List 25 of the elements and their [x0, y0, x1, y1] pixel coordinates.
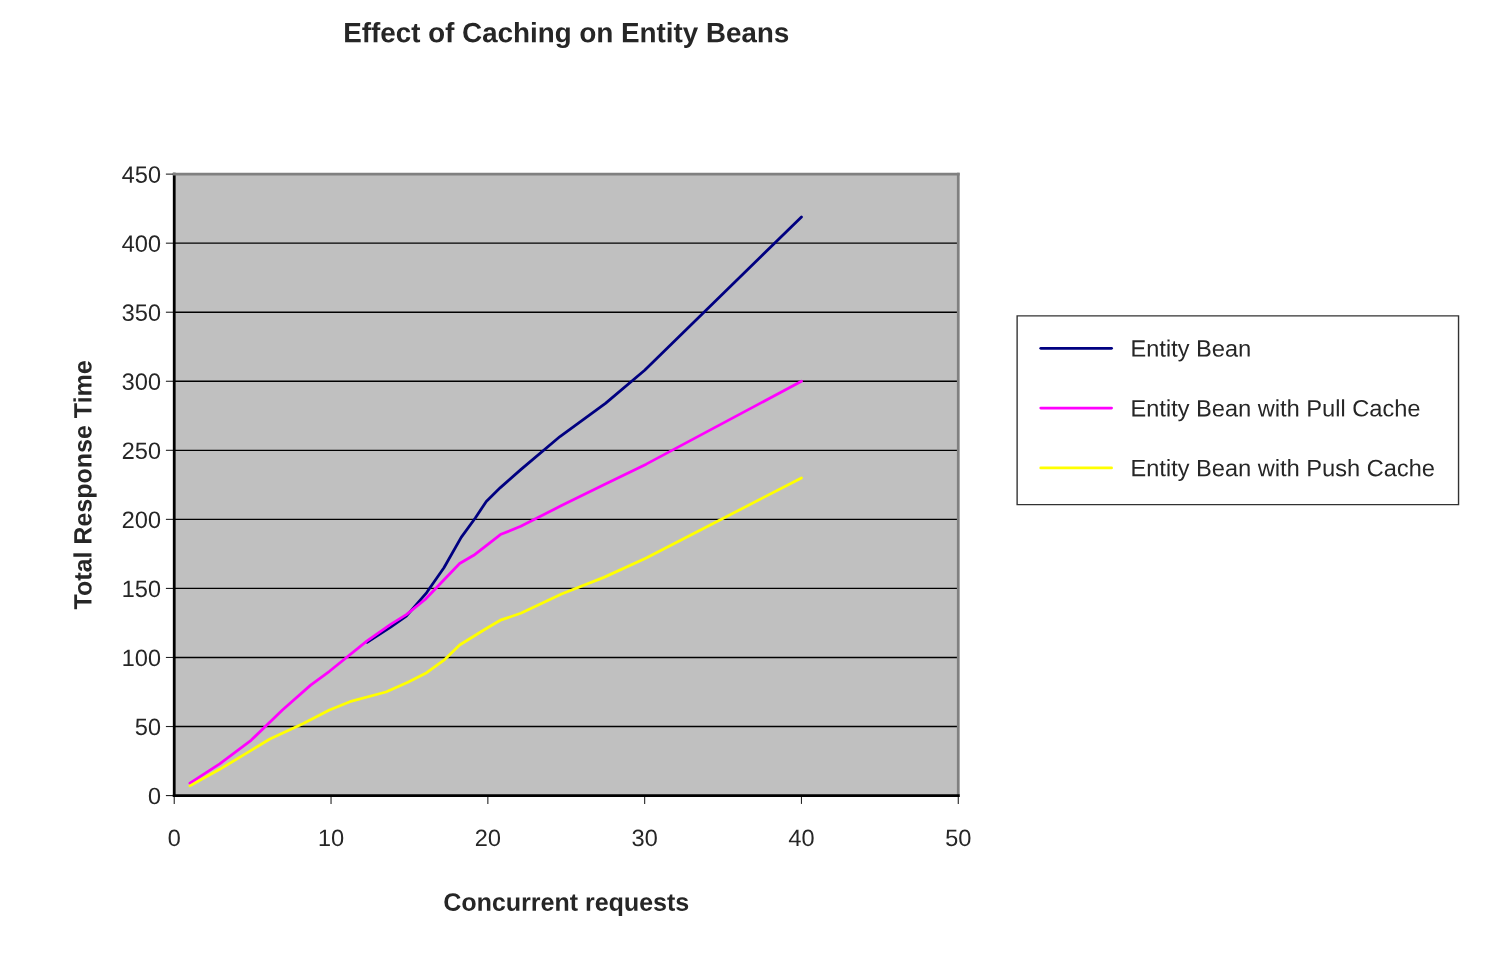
y-tick-label: 250 [122, 442, 161, 460]
y-tick-label: 450 [122, 166, 161, 183]
line-series [188, 379, 803, 785]
y-tick-label: 50 [135, 718, 161, 736]
x-tick-label: 40 [788, 829, 814, 847]
chart-title: Effect of Caching on Entity Beans [345, 22, 789, 49]
line-series [188, 476, 803, 788]
x-tick-label: 50 [946, 829, 971, 847]
y-axis-title: Total Response Time [73, 361, 97, 610]
line-series [365, 215, 803, 644]
y-tick-label: 150 [123, 580, 161, 598]
y-tick-label: 0 [148, 787, 161, 805]
y-tick-label: 400 [122, 235, 161, 252]
x-tick-label: 30 [632, 829, 657, 847]
legend-label: Entity Bean with Pull Cache [1132, 399, 1420, 422]
legend-label: Entity Bean with Push Cache [1132, 459, 1434, 482]
x-tick-label: 10 [319, 829, 344, 847]
x-tick-label: 0 [168, 829, 180, 847]
y-tick-label: 350 [122, 304, 161, 322]
x-tick-label: 20 [475, 829, 501, 847]
x-axis-title: Concurrent requests [444, 893, 689, 916]
y-tick-label: 300 [122, 373, 161, 391]
legend-label: Entity Bean [1132, 339, 1250, 362]
y-tick-label: 200 [122, 511, 161, 529]
y-tick-label: 100 [123, 649, 161, 667]
